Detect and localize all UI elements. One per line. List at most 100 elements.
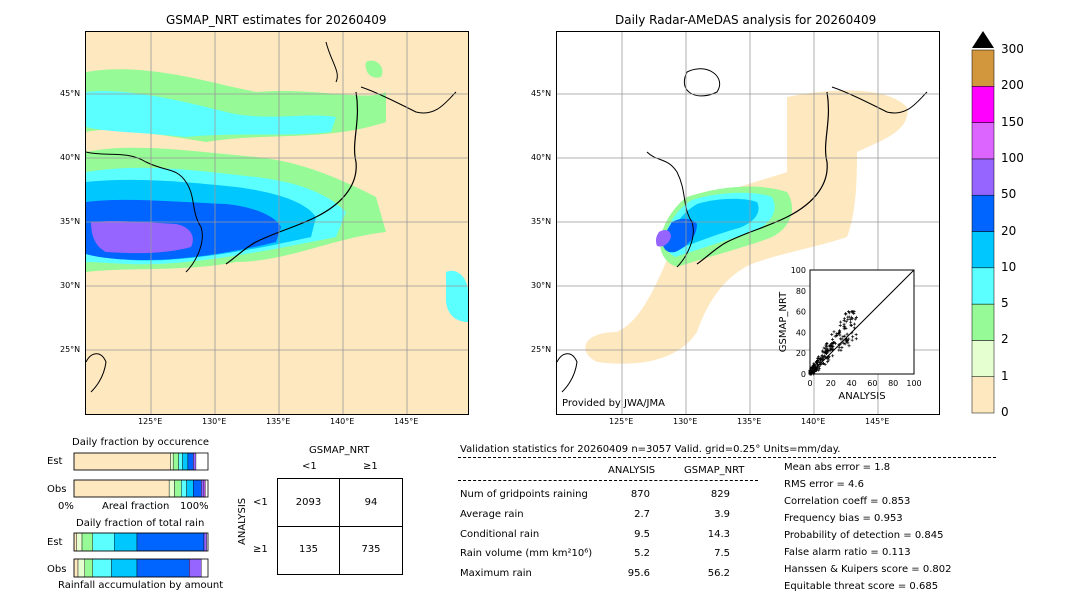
colorbar-segment (971, 303, 995, 341)
contingency-cell-22: 735 (361, 544, 381, 555)
left-lon-125: 125°E (138, 417, 163, 426)
validation-row-name: Num of gridpoints raining (460, 489, 588, 500)
score-frequency-bias: Frequency bias = 0.953 (784, 513, 903, 524)
contingency-header: GSMAP_NRT (309, 445, 370, 456)
score-mean-abs-error: Mean abs error = 1.8 (784, 462, 891, 473)
scatter-x-tick-label: 100 (906, 379, 921, 388)
stacked-bar-segment (180, 479, 187, 498)
scatter-point (825, 342, 829, 346)
left-lat-30: 30°N (60, 281, 81, 290)
validation-row-analysis: 5.2 (634, 548, 650, 559)
colorbar (971, 31, 995, 414)
scatter-point (844, 339, 848, 343)
score-correlation: Correlation coeff = 0.853 (784, 496, 911, 507)
scatter-point (824, 343, 828, 347)
stacked-bar-segment (73, 558, 79, 578)
colorbar-tick-label: 2 (1001, 332, 1009, 347)
stacked-bar-segment (92, 532, 115, 552)
scatter-point (838, 324, 842, 328)
scatter-point (854, 333, 858, 337)
contingency-cell-11: 2093 (295, 497, 322, 508)
scatter-x-tick-label: 20 (826, 379, 836, 388)
left-lat-40: 40°N (60, 153, 81, 162)
scatter-point (846, 315, 850, 319)
scatter-y-tick-label: 100 (791, 266, 806, 275)
occurrence-est-label: Est (47, 456, 63, 467)
scatter-point (817, 355, 821, 359)
right-lat-45: 45°N (531, 89, 552, 98)
scatter-point (810, 370, 814, 374)
radar-credit: Provided by JWA/JMA (562, 398, 665, 409)
scatter-ylabel: GSMAP_NRT (778, 291, 789, 352)
scatter-point (826, 360, 830, 364)
total-rain-xlabel: Rainfall accumulation by amount (58, 580, 224, 591)
validation-row-name: Conditional rain (460, 529, 540, 540)
contingency-col-lt1: <1 (302, 461, 317, 472)
scatter-point (811, 367, 815, 371)
scatter-point (854, 337, 858, 341)
stacked-bar-segment (193, 479, 202, 498)
scatter-point (849, 320, 853, 324)
scatter-point (838, 329, 842, 333)
scatter-point (830, 337, 834, 341)
left-lon-140: 140°E (330, 417, 355, 426)
colorbar-tick-label: 150 (1001, 114, 1024, 129)
stacked-bar-segment (73, 479, 170, 498)
scatter-point (842, 341, 846, 345)
scatter-point (828, 344, 832, 348)
validation-row-gsmap: 7.5 (714, 548, 730, 559)
scatter-point (831, 354, 835, 358)
stacked-bar-segment (182, 452, 189, 471)
colorbar-tick-label: 20 (1001, 223, 1017, 238)
stacked-bar-outline (73, 558, 209, 578)
stacked-bar-segment (77, 558, 85, 578)
scatter-point (842, 317, 846, 321)
scatter-point (844, 312, 848, 316)
scatter-point (849, 318, 853, 322)
scatter-point (816, 361, 820, 365)
scatter-point (837, 343, 841, 347)
scatter-point (813, 370, 817, 374)
total-rain-bars (73, 532, 209, 578)
scatter-point (839, 320, 843, 324)
scatter-point (813, 365, 817, 369)
colorbar-tick-label: 300 (1001, 42, 1024, 56)
scatter-point (824, 351, 828, 355)
left-map-title: GSMAP_NRT estimates for 20260409 (166, 13, 387, 27)
scatter-point (815, 365, 819, 369)
right-lat-25: 25°N (531, 345, 552, 354)
right-lon-130: 130°E (673, 417, 698, 426)
stacked-bar-segment (73, 452, 171, 471)
colorbar-segment (971, 194, 995, 232)
scatter-point (849, 323, 853, 327)
validation-row-analysis: 9.5 (634, 529, 650, 540)
scatter-point (820, 357, 824, 361)
scatter-point (810, 365, 814, 369)
validation-row-gsmap: 56.2 (707, 568, 730, 579)
stacked-bar-segment (186, 479, 194, 498)
validation-row-analysis: 95.6 (627, 568, 650, 579)
validation-row-name: Maximum rain (460, 568, 532, 579)
scatter-point (831, 345, 835, 349)
occurrence-x-right: 100% (180, 501, 209, 512)
scatter-point (830, 332, 834, 336)
scatter-point (840, 337, 844, 341)
scatter-point (820, 354, 824, 358)
scatter-x-tick-label: 0 (807, 379, 812, 388)
validation-col-gsmap: GSMAP_NRT (684, 465, 745, 476)
occurrence-xlabel: Areal fraction (102, 501, 170, 512)
scatter-point (840, 345, 844, 349)
colorbar-segment (971, 86, 995, 123)
validation-row-name: Rain volume (mm km²10⁶) (460, 548, 593, 559)
validation-row-analysis: 2.7 (634, 509, 650, 520)
scatter-point (832, 330, 836, 334)
scatter-point (843, 334, 847, 338)
contingency-col-ge1: ≥1 (363, 461, 378, 472)
scatter-point (826, 350, 830, 354)
scatter-point (829, 348, 833, 352)
scatter-point (812, 372, 816, 376)
scatter-point (843, 325, 847, 329)
scatter-point (817, 364, 821, 368)
scatter-point (813, 367, 817, 371)
validation-row-name: Average rain (460, 509, 524, 520)
